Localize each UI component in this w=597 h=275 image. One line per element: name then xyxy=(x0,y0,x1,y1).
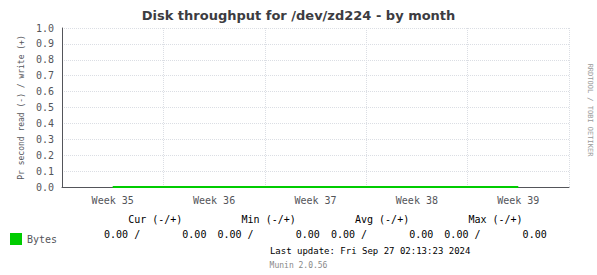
svg-text:0.9: 0.9 xyxy=(36,38,54,49)
svg-text:Week 37: Week 37 xyxy=(294,195,336,206)
svg-text:0.00 / 0.00: 0.00 / 0.00 xyxy=(104,229,206,240)
svg-text:0.00 / 0.00: 0.00 / 0.00 xyxy=(217,229,319,240)
svg-text:0.00 / 0.00: 0.00 / 0.00 xyxy=(444,229,546,240)
svg-text:1.0: 1.0 xyxy=(36,23,54,34)
svg-text:0.1: 0.1 xyxy=(36,166,54,177)
svg-text:Week 38: Week 38 xyxy=(396,195,438,206)
svg-text:0.5: 0.5 xyxy=(36,102,54,113)
svg-text:Max (-/+): Max (-/+) xyxy=(468,214,522,225)
svg-text:Week 36: Week 36 xyxy=(193,195,235,206)
svg-text:Disk throughput for /dev/zd224: Disk throughput for /dev/zd224 - by mont… xyxy=(142,8,456,23)
svg-text:Pr second read (-) / write (+): Pr second read (-) / write (+) xyxy=(17,35,26,180)
svg-text:Cur (-/+): Cur (-/+) xyxy=(128,214,182,225)
svg-text:0.7: 0.7 xyxy=(36,70,54,81)
svg-text:Week 39: Week 39 xyxy=(497,195,539,206)
svg-text:Last update: Fri Sep 27 02:13:: Last update: Fri Sep 27 02:13:23 2024 xyxy=(270,246,470,256)
svg-text:0.8: 0.8 xyxy=(36,54,54,65)
svg-text:0.3: 0.3 xyxy=(36,134,54,145)
svg-text:Bytes: Bytes xyxy=(27,234,57,245)
svg-text:0.0: 0.0 xyxy=(36,182,54,193)
svg-text:Avg (-/+): Avg (-/+) xyxy=(355,214,409,225)
svg-text:Min (-/+): Min (-/+) xyxy=(242,214,296,225)
svg-text:0.6: 0.6 xyxy=(36,86,54,97)
svg-text:Munin 2.0.56: Munin 2.0.56 xyxy=(270,261,328,270)
svg-text:0.00 / 0.00: 0.00 / 0.00 xyxy=(331,229,433,240)
svg-text:0.2: 0.2 xyxy=(36,150,54,161)
svg-text:Week 35: Week 35 xyxy=(92,195,134,206)
svg-text:0.4: 0.4 xyxy=(36,118,54,129)
svg-text:RRDTOOL / TOBI OETIKER: RRDTOOL / TOBI OETIKER xyxy=(586,64,594,158)
